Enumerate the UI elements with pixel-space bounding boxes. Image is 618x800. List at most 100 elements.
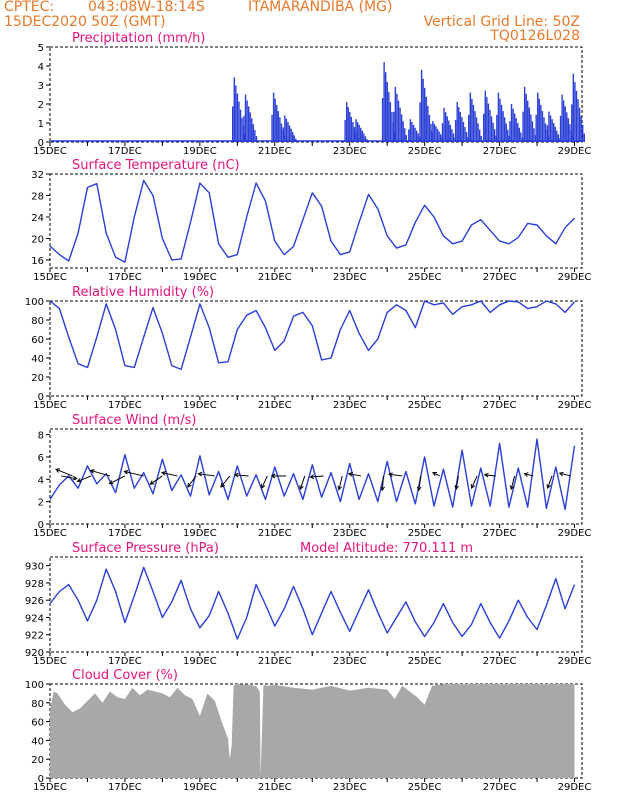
precip-bar: [556, 130, 558, 142]
wind-arrow-head: [558, 471, 564, 477]
x-tick-label: 29DEC: [558, 400, 592, 411]
panel-subtitle-pres: Model Altitude: 770.111 m: [300, 541, 473, 556]
wind-arrow-head: [523, 472, 529, 477]
panel-wind: Surface Wind (m/s) 0 2 4 6 8 15DEC 17DEC 19DEC 21…: [33, 413, 591, 539]
x-tick-label: 25DEC: [408, 146, 442, 157]
y-tick-label: 80: [31, 699, 44, 710]
y-tick-label: 100: [25, 297, 44, 308]
precip-bar: [355, 119, 357, 142]
precip-bar: [535, 114, 537, 142]
x-tick-label: 15DEC: [33, 528, 67, 539]
y-tick-label: 20: [31, 373, 44, 384]
x-tick-label: 21DEC: [258, 400, 292, 411]
precip-bar: [583, 133, 585, 142]
wind-arrow-head: [108, 480, 114, 485]
wind-arrow-head: [546, 484, 551, 489]
precip-bar: [419, 102, 421, 142]
precip-bar: [239, 109, 242, 142]
x-tick-label: 25DEC: [408, 782, 442, 793]
precip-bar: [557, 134, 560, 142]
panel-title-rh: Relative Humidity (%): [72, 285, 214, 300]
precip-bar: [422, 78, 424, 142]
precip-bar: [484, 90, 486, 142]
y-tick-label: 928: [25, 579, 44, 590]
precip-bar: [559, 115, 562, 142]
y-tick-label: 2: [38, 498, 44, 509]
precip-bar: [489, 109, 491, 142]
precip-bar: [243, 115, 245, 142]
precip-bar: [572, 73, 575, 142]
precip-bar: [358, 124, 360, 142]
precip-bar: [578, 107, 581, 142]
y-tick-label: 2: [38, 100, 44, 111]
x-tick-label: 29DEC: [558, 528, 592, 539]
precip-bar: [502, 111, 504, 142]
wind-arrow-head: [380, 486, 385, 492]
x-tick-label: 29DEC: [558, 146, 592, 157]
precip-bar: [285, 118, 288, 142]
precip-bar: [540, 104, 542, 142]
wind-arrow: [261, 475, 268, 489]
precip-bar: [569, 124, 571, 142]
x-tick-label: 17DEC: [108, 656, 142, 667]
y-tick-label: 40: [31, 354, 44, 365]
wind-arrow: [381, 475, 384, 491]
y-tick-label: 80: [31, 316, 44, 327]
precip-bar: [436, 128, 439, 142]
precip-bar: [347, 107, 349, 142]
x-tick-label: 25DEC: [408, 272, 442, 283]
precip-bar: [399, 107, 401, 142]
y-tick-label: 20: [31, 755, 44, 766]
precip-bar: [425, 96, 427, 142]
precip-bar: [462, 122, 465, 142]
precip-bar: [528, 107, 531, 142]
precip-bar: [509, 121, 511, 142]
precip-bar: [284, 115, 286, 142]
precip-bar: [361, 130, 363, 142]
wind-arrow: [61, 475, 77, 480]
precip-bar: [537, 92, 539, 142]
x-tick-label: 25DEC: [408, 528, 442, 539]
wind-arrow: [432, 472, 440, 477]
precip-bar: [236, 93, 239, 142]
precip-bar: [546, 125, 549, 142]
wind-arrow: [524, 473, 534, 477]
precip-bar: [233, 77, 235, 142]
precip-bar: [486, 97, 488, 142]
precip-bar: [580, 116, 582, 142]
x-tick-label: 15DEC: [33, 656, 67, 667]
precip-bar: [290, 128, 292, 142]
precip-bar: [404, 128, 406, 142]
panels: Precipitation (mm/h) 0 1 2 3 4 5 15DEC 17DEC 19DE…: [25, 31, 591, 793]
precip-bar: [461, 117, 463, 142]
x-tick-label: 19DEC: [183, 528, 217, 539]
precip-bar: [247, 106, 250, 142]
wind-arrow: [90, 469, 111, 477]
precip-bar: [496, 114, 498, 142]
wind-arrow-head: [299, 485, 304, 491]
y-tick-label: 930: [25, 562, 44, 573]
precip-bar: [458, 107, 460, 142]
wind-arrow-head: [347, 472, 353, 477]
x-tick-label: 17DEC: [108, 400, 142, 411]
precip-bar: [430, 130, 432, 142]
precip-bar: [238, 101, 240, 142]
precip-bar: [515, 118, 517, 142]
header: CPTEC: 043:08W-18:14S ITAMARANDIBA (MG) …: [4, 0, 580, 44]
header-code: TQ0126L028: [489, 28, 580, 44]
x-tick-label: 27DEC: [483, 400, 517, 411]
x-tick-label: 27DEC: [483, 782, 517, 793]
panel-title-wind: Surface Wind (m/s): [72, 413, 196, 428]
wind-arrow: [77, 475, 92, 482]
precip-bar: [433, 123, 436, 142]
x-tick-label: 17DEC: [108, 528, 142, 539]
wind-arrow: [348, 473, 362, 477]
wind-arrow: [338, 475, 343, 490]
x-tick-label: 15DEC: [33, 146, 67, 157]
y-tick-label: 0: [38, 392, 44, 403]
precip-bar: [477, 123, 479, 142]
wind-arrow: [109, 475, 126, 485]
wind-arrow: [310, 475, 324, 478]
series-line-pres: [49, 566, 576, 640]
precip-bar: [571, 104, 573, 142]
